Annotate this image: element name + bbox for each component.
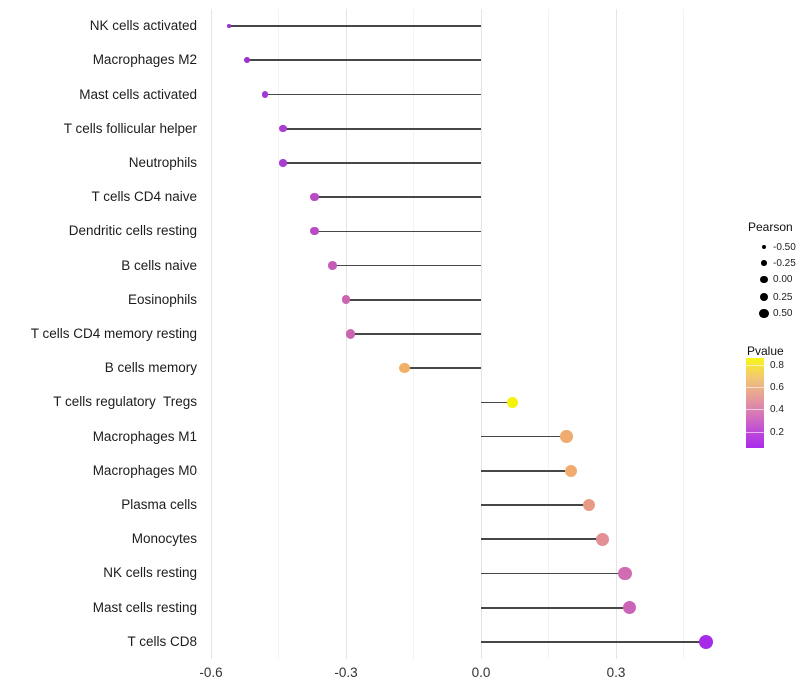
data-point [279,125,287,133]
data-point [582,498,596,512]
data-point [399,363,410,374]
stem-line [314,196,481,198]
colorbar-tick [746,387,764,388]
stem-line [265,93,481,96]
legend-size-dot [759,292,769,302]
data-point [310,193,319,202]
major-gridline [615,9,617,659]
stem-line [229,25,481,27]
legend-size-dot [761,260,767,266]
stem-line [247,59,481,62]
y-axis-label: Macrophages M0 [92,462,197,478]
stem-line [350,333,481,335]
data-point [310,227,319,236]
legend-size-dot [760,275,768,284]
y-axis-label: Mast cells resting [92,599,197,615]
stem-line [481,504,589,506]
data-point [618,566,632,581]
stem-line [481,606,630,609]
stem-line [404,367,481,370]
major-gridline [480,9,482,659]
legend-size-label: 0.50 [773,308,793,319]
data-point [595,532,609,546]
stem-line [481,401,513,404]
colorbar-tick-label: 0.4 [770,403,784,415]
y-axis-label: Macrophages M2 [92,52,197,68]
legend-size-label: -0.25 [773,257,796,269]
data-point [328,261,337,270]
legend-size-label: -0.50 [773,241,796,253]
x-axis-tick-label: -0.6 [199,665,223,680]
major-gridline [210,9,212,659]
x-axis-tick-label: -0.3 [334,665,358,680]
stem-line [314,230,481,233]
legend-size-label: 0.25 [773,291,793,303]
stem-line [481,572,625,575]
stem-line [332,264,481,267]
colorbar-tick [746,432,764,433]
y-axis-label: NK cells activated [89,18,197,34]
y-axis-label: Monocytes [131,531,197,547]
colorbar-tick [746,365,764,366]
stem-line [481,469,571,472]
data-point [345,329,356,339]
y-axis-label: Eosinophils [127,291,197,307]
legend-size-dot [762,245,766,249]
y-axis-label: Dendritic cells resting [68,223,197,239]
y-axis-label: T cells CD4 naive [91,189,197,205]
colorbar-tick-label: 0.6 [770,381,784,393]
data-point [341,295,351,305]
data-point [698,634,714,649]
y-axis-label: Macrophages M1 [92,428,197,444]
colorbar-tick-label: 0.8 [770,359,784,371]
y-axis-label: Neutrophils [128,154,197,170]
legend-size-label: 0.00 [773,274,793,285]
data-point [279,159,287,167]
pvalue-colorbar [746,358,764,448]
colorbar-tick [746,409,764,410]
y-axis-label: Plasma cells [121,497,197,513]
x-axis-tick-label: 0.3 [606,665,626,680]
stem-line [283,127,481,130]
stem-line [481,641,706,643]
legend-size-dot [759,308,769,319]
stem-line [346,298,481,301]
stem-line [481,435,567,438]
colorbar-tick-label: 0.2 [770,426,784,438]
stem-line [481,538,603,541]
data-point [622,601,637,615]
data-point [506,396,519,409]
minor-gridline [278,9,279,659]
data-point [261,91,269,98]
plot-panel [205,9,718,659]
y-axis-label: B cells naive [121,257,197,273]
x-axis-tick-label: 0.0 [471,665,491,680]
y-axis-label: T cells regulatory Tregs [53,394,197,410]
data-point [244,57,250,64]
minor-gridline [683,9,684,659]
stem-line [283,162,481,164]
pearson-size-legend-title: Pearson [748,220,793,234]
y-axis-label: T cells CD4 memory resting [30,326,197,341]
minor-gridline [548,9,549,659]
data-point [560,430,573,443]
y-axis-label: NK cells resting [103,565,197,581]
y-axis-label: Mast cells activated [79,86,197,102]
y-axis-label: B cells memory [104,360,197,376]
data-point [564,464,578,478]
y-axis-label: T cells follicular helper [63,120,197,136]
pvalue-color-legend-title: Pvalue [747,344,784,358]
data-point [227,24,231,28]
y-axis-label: T cells CD8 [127,633,197,649]
